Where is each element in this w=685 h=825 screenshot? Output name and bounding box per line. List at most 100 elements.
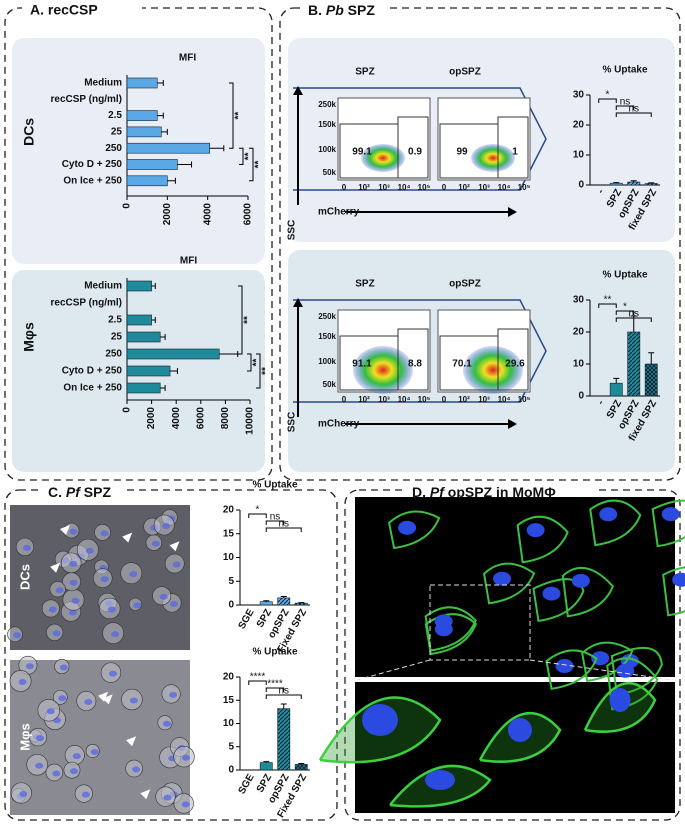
nucleus xyxy=(100,576,109,583)
zoom-box xyxy=(429,584,531,661)
y-tick-label: 2.5 xyxy=(108,110,122,121)
panel-title: A. recCSP xyxy=(30,2,98,18)
frame-arrow xyxy=(293,87,547,191)
gate-value: 70.1 xyxy=(452,359,472,370)
bar xyxy=(126,348,220,360)
chart-title: % Uptake xyxy=(602,270,647,281)
x-tick-label: 2000 xyxy=(146,407,157,430)
axis-title: mCherry xyxy=(318,207,360,218)
cell xyxy=(581,641,634,683)
bracket xyxy=(247,353,252,372)
error-bar xyxy=(219,351,239,357)
x-tick-label: - xyxy=(595,187,606,195)
gate-value: 91.1 xyxy=(352,359,372,370)
nucleus xyxy=(599,507,618,522)
x-tick-label: 10² xyxy=(458,183,470,192)
nucleus xyxy=(162,522,171,529)
arrowhead xyxy=(98,691,109,702)
population xyxy=(471,144,515,172)
t: Pf xyxy=(430,484,445,500)
bg xyxy=(40,483,125,501)
nucleus xyxy=(151,540,160,547)
gate-value: 1 xyxy=(512,147,518,158)
bracket xyxy=(598,303,617,308)
significance: ns xyxy=(620,97,631,108)
arrowhead xyxy=(293,86,303,95)
error-bar xyxy=(170,368,178,374)
error-bar xyxy=(648,182,655,184)
x-tick-label: 10⁴ xyxy=(498,395,511,404)
bar xyxy=(126,142,210,154)
nucleus xyxy=(72,753,81,760)
x-tick-label: 10³ xyxy=(378,395,390,404)
y-tick-label: 5 xyxy=(228,741,234,752)
nucleus xyxy=(71,597,80,604)
sample-label: SPZ xyxy=(355,279,374,290)
significance: ns xyxy=(278,519,289,530)
bar xyxy=(277,708,291,771)
significance: ns xyxy=(270,512,281,523)
nucleus xyxy=(19,791,28,798)
bar xyxy=(294,602,308,606)
gate-value: 0.9 xyxy=(408,147,422,158)
nucleus xyxy=(90,748,99,755)
nucleus xyxy=(69,579,78,586)
x-tick-label: 10000 xyxy=(245,407,256,435)
sample-label: opSPZ xyxy=(449,279,481,290)
bar xyxy=(126,382,161,394)
x-tick-label: 4000 xyxy=(202,203,213,226)
y-tick-label: 20 xyxy=(223,505,235,516)
nucleus xyxy=(107,606,116,613)
significance: ** xyxy=(604,295,612,306)
cell xyxy=(610,646,663,696)
cell xyxy=(589,499,642,547)
y-tick-label: 250k xyxy=(318,100,336,109)
error-bar xyxy=(209,145,225,152)
nucleus xyxy=(22,544,31,551)
y-tick-label: 250 xyxy=(105,143,122,154)
y-tick-label: 10 xyxy=(573,150,585,161)
cell xyxy=(561,567,615,618)
error-bar xyxy=(160,385,166,391)
nucleus xyxy=(508,718,532,742)
x-tick-label: 10² xyxy=(358,395,370,404)
x-tick-label: 0 xyxy=(342,395,347,404)
x-tick-label: 0 xyxy=(122,203,133,209)
bar xyxy=(259,762,273,771)
image-label: DCs xyxy=(17,564,32,590)
bar xyxy=(294,764,308,771)
y-tick-label: 25 xyxy=(111,127,123,138)
bracket xyxy=(265,527,302,532)
population xyxy=(361,144,405,172)
nucleus xyxy=(25,663,34,670)
nucleus xyxy=(398,520,417,535)
y-tick-label: Medium xyxy=(84,78,122,89)
bar xyxy=(627,181,641,186)
bg xyxy=(300,1,385,19)
y-tick-label: 100k xyxy=(318,145,336,154)
arrowhead xyxy=(293,298,303,307)
x-tick-label: 10⁵ xyxy=(518,183,531,192)
nucleus xyxy=(36,735,45,742)
cells xyxy=(7,509,195,814)
y-tick-label: On Ice + 250 xyxy=(63,175,122,186)
nucleus xyxy=(163,794,172,801)
gate xyxy=(497,116,529,179)
panel-title: B. Pb SPZ xyxy=(308,2,375,18)
panel-b-box xyxy=(279,7,681,481)
x-tick-label: 10⁴ xyxy=(498,183,511,192)
error-bar xyxy=(157,80,164,86)
significance: ** xyxy=(252,359,263,367)
cell xyxy=(482,562,536,605)
y-tick-label: Medium xyxy=(84,281,122,292)
axis-title: SSC xyxy=(287,412,298,433)
error-bar xyxy=(298,762,305,765)
nucleus xyxy=(52,630,61,637)
bar xyxy=(277,597,291,606)
nucleus xyxy=(52,770,61,777)
x-tick-label: 10³ xyxy=(378,183,390,192)
x-tick-label: 10² xyxy=(358,183,370,192)
x-tick-label: 4000 xyxy=(171,407,182,430)
y-tick-label: 250k xyxy=(318,312,336,321)
x-tick-label: 10³ xyxy=(478,183,490,192)
